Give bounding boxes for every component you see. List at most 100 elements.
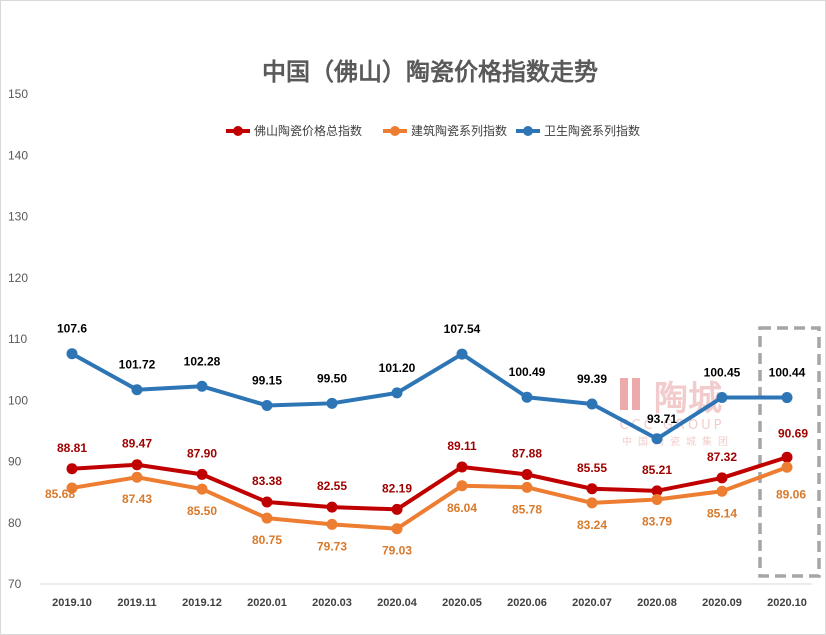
watermark-brand: 陶城 xyxy=(654,379,722,419)
legend-label: 佛山陶瓷价格总指数 xyxy=(254,123,362,138)
data-label: 85.55 xyxy=(577,461,607,475)
data-point xyxy=(196,483,208,495)
data-label: 85.50 xyxy=(187,504,217,518)
y-tick-label: 80 xyxy=(8,516,22,530)
watermark-logo-bar-2 xyxy=(632,378,640,410)
data-point xyxy=(651,494,663,506)
data-label: 85.21 xyxy=(642,463,672,477)
series-layer xyxy=(66,348,793,535)
data-point xyxy=(586,497,598,509)
data-label: 101.20 xyxy=(379,361,416,375)
data-point xyxy=(131,384,143,396)
data-point xyxy=(326,397,338,409)
data-label: 87.90 xyxy=(187,446,217,460)
x-tick-label: 2020.10 xyxy=(767,597,807,609)
data-label: 83.79 xyxy=(642,515,672,529)
data-point xyxy=(391,503,403,515)
y-tick-label: 140 xyxy=(8,148,28,162)
y-tick-label: 70 xyxy=(8,577,22,591)
data-label: 93.71 xyxy=(647,412,677,426)
data-point xyxy=(66,482,78,494)
series-line xyxy=(71,351,788,441)
x-tick-label: 2019.11 xyxy=(117,597,156,609)
data-point xyxy=(391,523,403,535)
legend-label: 卫生陶瓷系列指数 xyxy=(544,123,640,138)
data-label: 85.68 xyxy=(45,487,75,501)
legend: 佛山陶瓷价格总指数 建筑陶瓷系列指数 卫生陶瓷系列指数 xyxy=(226,123,640,138)
data-point xyxy=(261,512,273,524)
data-label: 90.69 xyxy=(778,426,808,440)
ccc-group-watermark: 陶城 CCC GROUP 中国陶瓷城集团 xyxy=(619,378,734,448)
data-label: 100.49 xyxy=(509,365,546,379)
data-point xyxy=(196,468,208,480)
data-label: 107.6 xyxy=(57,322,87,336)
data-point xyxy=(586,483,598,495)
y-axis: 70 80 90 100 110 120 130 140 150 xyxy=(8,87,28,591)
data-point xyxy=(456,348,468,360)
data-label: 86.04 xyxy=(447,501,477,515)
data-point xyxy=(391,387,403,399)
x-tick-label: 2020.07 xyxy=(572,597,612,609)
x-tick-label: 2020.01 xyxy=(247,597,287,609)
data-label: 89.47 xyxy=(122,437,152,451)
data-point xyxy=(326,501,338,513)
data-label: 101.72 xyxy=(119,358,156,372)
data-label: 87.88 xyxy=(512,446,542,460)
data-point xyxy=(131,471,143,483)
data-label: 82.19 xyxy=(382,481,412,495)
data-point xyxy=(521,481,533,493)
data-label: 82.55 xyxy=(317,479,347,493)
x-tick-label: 2020.04 xyxy=(377,597,418,609)
data-label: 100.44 xyxy=(769,366,806,380)
legend-swatch-marker xyxy=(390,126,400,136)
data-point xyxy=(781,461,793,473)
watermark-sub: CCC GROUP xyxy=(619,418,724,433)
data-label: 85.14 xyxy=(707,506,737,520)
x-tick-label: 2020.08 xyxy=(637,597,677,609)
x-axis: 2019.10 2019.11 2019.12 2020.01 2020.03 2020.… xyxy=(40,583,812,609)
legend-label: 建筑陶瓷系列指数 xyxy=(411,123,507,138)
legend-swatch-marker xyxy=(523,126,533,136)
data-point xyxy=(261,496,273,508)
data-labels-layer: 88.81 89.47 87.90 83.38 82.55 82.19 89.11 87.88… xyxy=(45,322,808,558)
x-tick-label: 2020.06 xyxy=(507,597,547,609)
y-tick-label: 130 xyxy=(8,210,28,224)
data-point xyxy=(456,461,468,473)
data-label: 99.39 xyxy=(577,372,607,386)
data-label: 99.15 xyxy=(252,373,282,387)
data-point xyxy=(521,468,533,480)
data-label: 99.50 xyxy=(317,371,347,385)
data-point xyxy=(66,348,78,360)
data-label: 89.11 xyxy=(447,439,477,453)
data-label: 89.06 xyxy=(776,487,806,501)
data-point xyxy=(131,459,143,471)
data-point xyxy=(716,472,728,484)
series-line xyxy=(71,465,788,531)
data-point xyxy=(196,380,208,392)
data-point xyxy=(66,463,78,475)
watermark-cn: 中国陶瓷城集团 xyxy=(622,435,734,448)
data-label: 83.38 xyxy=(252,474,282,488)
data-point xyxy=(326,518,338,530)
data-label: 79.03 xyxy=(382,544,412,558)
watermark-logo-bar-1 xyxy=(620,378,628,410)
data-point xyxy=(521,391,533,403)
data-point xyxy=(261,399,273,411)
data-point xyxy=(456,480,468,492)
data-label: 79.73 xyxy=(317,539,347,553)
y-tick-label: 120 xyxy=(8,271,28,285)
y-tick-label: 110 xyxy=(8,332,27,346)
legend-swatch-marker xyxy=(233,126,243,136)
data-label: 83.24 xyxy=(577,518,607,532)
data-point xyxy=(781,451,793,463)
data-label: 87.43 xyxy=(122,492,152,506)
data-point xyxy=(651,433,663,445)
data-label: 88.81 xyxy=(57,441,87,455)
data-point xyxy=(781,392,793,404)
x-tick-label: 2019.10 xyxy=(52,597,92,609)
data-point xyxy=(586,398,598,410)
x-tick-label: 2020.03 xyxy=(312,597,352,609)
